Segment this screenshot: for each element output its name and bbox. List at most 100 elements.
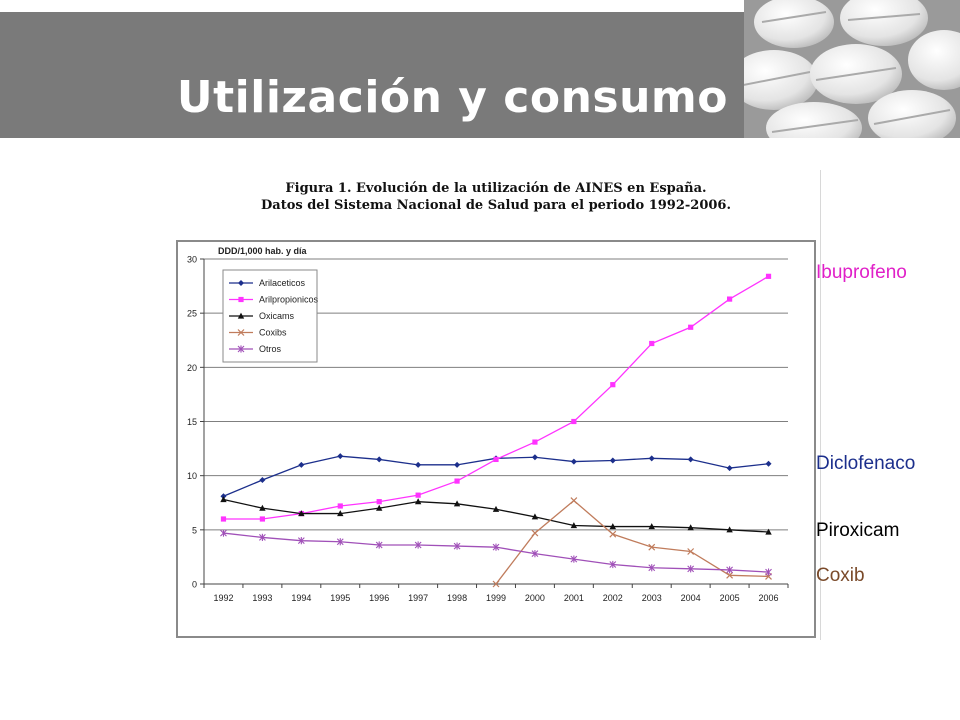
x-tick-label: 2003 — [642, 593, 662, 603]
line-chart: DDD/1,000 hab. y día 0 5 10 15 20 25 30 1992 199… — [176, 240, 816, 638]
legend-marker — [238, 296, 244, 303]
figure-caption: Figura 1. Evolución de la utilización de… — [176, 180, 816, 214]
y-tick-label: 25 — [187, 309, 197, 319]
data-point-oxicams — [259, 504, 266, 511]
series-lines — [220, 273, 772, 588]
data-point-coxibs — [492, 580, 500, 588]
data-point-arilpropionicos — [765, 273, 772, 279]
y-tick-label: 20 — [187, 363, 197, 373]
marker-stroke — [726, 571, 734, 579]
legend-marker — [237, 329, 245, 336]
data-point-oxicams — [765, 528, 772, 535]
data-point-arilaceticos — [687, 456, 694, 463]
data-point-arilpropionicos — [493, 456, 499, 463]
data-point-arilpropionicos — [727, 296, 733, 302]
data-point-otros — [648, 564, 656, 572]
legend-marker — [237, 312, 245, 319]
data-point-arilaceticos — [609, 457, 616, 464]
data-point-oxicams — [531, 513, 539, 520]
data-point-oxicams — [648, 523, 655, 530]
pills-illustration — [744, 0, 960, 138]
x-tick-label: 2002 — [603, 593, 623, 603]
data-point-arilpropionicos — [337, 503, 343, 509]
data-point-oxicams — [414, 498, 422, 505]
vertical-divider — [820, 170, 821, 640]
figure-caption-line-2: Datos del Sistema Nacional de Salud para… — [261, 198, 731, 213]
x-tick-label: 1994 — [291, 593, 311, 603]
y-axis-label: DDD/1,000 hab. y día — [218, 246, 308, 256]
legend: Arilaceticos Arilpropionicos Oxicams Coxibs… — [222, 269, 319, 363]
data-point-coxibs — [609, 530, 617, 538]
data-point-otros — [687, 565, 695, 573]
data-point-otros — [453, 542, 461, 550]
x-tick-label: 2001 — [564, 593, 584, 603]
data-point-arilaceticos — [454, 461, 461, 468]
x-tick-label: 1995 — [330, 593, 350, 603]
data-point-arilpropionicos — [688, 324, 694, 330]
data-point-oxicams — [570, 522, 578, 529]
data-point-oxicams — [687, 524, 694, 531]
label-diclofenaco: Diclofenaco — [816, 453, 916, 474]
y-tick-label: 15 — [187, 417, 197, 427]
x-tick-label: 1992 — [213, 593, 233, 603]
data-point-arilaceticos — [570, 458, 577, 465]
data-point-oxicams — [453, 500, 461, 507]
data-point-arilpropionicos — [259, 516, 265, 522]
data-point-arilaceticos — [337, 453, 344, 460]
data-point-arilaceticos — [415, 461, 422, 468]
legend-label: Arilaceticos — [259, 278, 306, 288]
x-tick-label: 2000 — [525, 593, 545, 603]
data-point-arilpropionicos — [649, 340, 655, 347]
data-point-otros — [220, 529, 227, 537]
x-tick-label: 1998 — [447, 593, 467, 603]
data-point-otros — [726, 566, 733, 574]
legend-label: Coxibs — [259, 328, 287, 338]
data-point-arilaceticos — [765, 460, 772, 467]
data-point-otros — [375, 541, 383, 549]
x-tick-label: 1993 — [252, 593, 272, 603]
data-point-oxicams — [492, 505, 500, 512]
marker-stroke — [492, 580, 500, 588]
marker-stroke — [237, 329, 245, 336]
data-point-otros — [259, 533, 266, 542]
pills-photo — [744, 0, 960, 138]
data-point-otros — [609, 560, 617, 569]
x-tick-label: 1996 — [369, 593, 389, 603]
x-tick-label: 2005 — [720, 593, 740, 603]
marker-stroke — [687, 548, 695, 555]
data-point-coxibs — [570, 497, 578, 505]
y-tick-label: 30 — [187, 255, 197, 265]
title-bar: Utilización y consumo — [0, 12, 744, 138]
data-point-arilpropionicos — [610, 382, 616, 388]
legend-label: Arilpropionicos — [259, 295, 319, 305]
data-point-oxicams — [337, 510, 344, 517]
data-point-otros — [414, 541, 422, 549]
legend-marker — [237, 345, 245, 353]
series-line-coxibs — [495, 499, 769, 585]
legend-label: Oxicams — [259, 311, 295, 321]
data-point-arilaceticos — [726, 465, 733, 472]
slide-title: Utilización y consumo — [176, 72, 728, 123]
y-tick-label: 10 — [187, 471, 197, 481]
data-point-oxicams — [726, 526, 733, 533]
data-point-arilaceticos — [648, 455, 655, 462]
marker-stroke — [609, 530, 617, 538]
marker-stroke — [531, 529, 539, 537]
axes: 0 5 10 15 20 25 30 1992 1993 1994 1995 1996 1997 1998… — [187, 255, 789, 603]
data-point-arilpropionicos — [454, 478, 460, 484]
data-point-coxibs — [648, 543, 656, 551]
data-point-arilpropionicos — [571, 418, 577, 425]
data-point-coxibs — [531, 529, 539, 537]
x-tick-label: 1999 — [486, 593, 506, 603]
data-point-arilaceticos — [376, 456, 383, 463]
data-point-oxicams — [220, 496, 227, 503]
label-piroxicam: Piroxicam — [816, 520, 900, 541]
x-tick-label: 1997 — [408, 593, 428, 603]
marker-stroke — [570, 497, 578, 505]
data-point-arilaceticos — [531, 454, 538, 461]
data-point-arilpropionicos — [376, 499, 382, 505]
label-ibuprofeno: Ibuprofeno — [816, 262, 907, 283]
legend-marker — [238, 280, 244, 286]
data-point-otros — [336, 538, 344, 546]
y-tick-label: 0 — [192, 580, 197, 590]
